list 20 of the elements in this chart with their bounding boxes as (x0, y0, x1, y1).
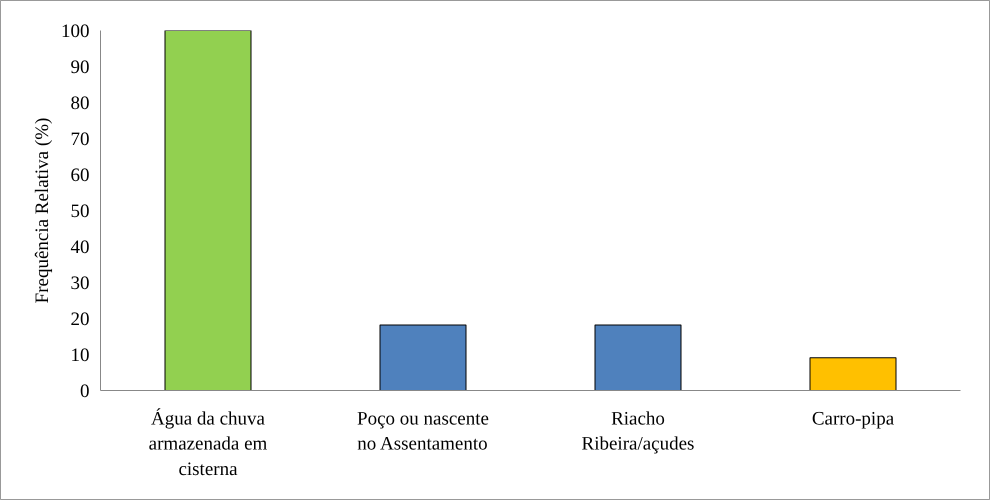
bar (380, 324, 466, 390)
y-tick-label: 60 (70, 165, 90, 186)
y-tick-label: 100 (61, 21, 90, 42)
bar (810, 357, 896, 390)
x-tick-label: Água da chuva armazenada em cisterna (148, 408, 268, 480)
bar (164, 30, 252, 390)
x-tick-label: Poço ou nascente no Assentamento (357, 408, 489, 455)
y-tick-label: 30 (70, 273, 90, 294)
y-tick-label: 10 (70, 345, 90, 366)
y-axis-title: Frequência Relativa (%) (32, 118, 53, 304)
y-tick-label: 90 (70, 57, 90, 78)
x-tick-label: Carro-pipa (812, 408, 895, 430)
y-tick-label: 20 (70, 309, 90, 330)
y-tick-label: 80 (70, 93, 90, 114)
bar (594, 324, 682, 390)
y-tick-label: 70 (70, 129, 90, 150)
x-tick-label: Riacho Ribeira/açudes (582, 408, 694, 455)
y-tick-label: 50 (70, 201, 90, 222)
y-tick-label: 40 (70, 237, 90, 258)
y-tick-label: 0 (80, 381, 90, 402)
